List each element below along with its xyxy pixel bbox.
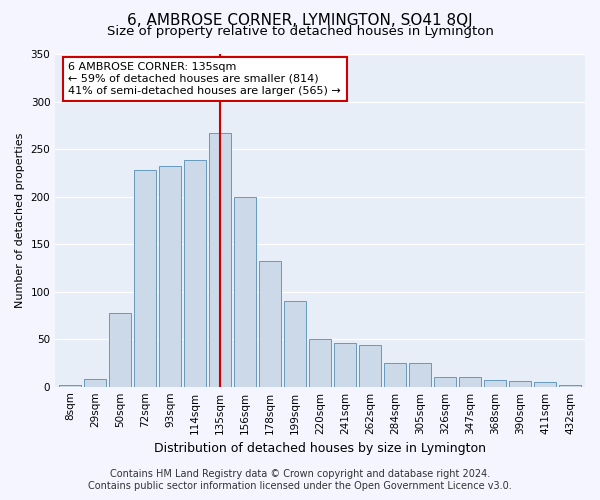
Text: 6, AMBROSE CORNER, LYMINGTON, SO41 8QJ: 6, AMBROSE CORNER, LYMINGTON, SO41 8QJ xyxy=(127,12,473,28)
Y-axis label: Number of detached properties: Number of detached properties xyxy=(15,132,25,308)
Bar xyxy=(184,160,206,386)
Text: Size of property relative to detached houses in Lymington: Size of property relative to detached ho… xyxy=(107,25,493,38)
Text: Contains HM Land Registry data © Crown copyright and database right 2024.
Contai: Contains HM Land Registry data © Crown c… xyxy=(88,470,512,491)
Bar xyxy=(234,196,256,386)
Bar xyxy=(509,381,531,386)
Bar xyxy=(259,261,281,386)
Bar xyxy=(159,166,181,386)
Bar xyxy=(534,382,556,386)
Bar xyxy=(134,170,157,386)
Bar xyxy=(559,385,581,386)
Bar xyxy=(109,314,131,386)
Bar xyxy=(209,133,232,386)
Bar xyxy=(84,379,106,386)
Bar xyxy=(459,377,481,386)
X-axis label: Distribution of detached houses by size in Lymington: Distribution of detached houses by size … xyxy=(154,442,486,455)
Bar xyxy=(59,385,82,386)
Bar xyxy=(359,345,382,387)
Bar xyxy=(284,301,307,386)
Bar xyxy=(409,363,431,386)
Bar xyxy=(434,377,456,386)
Bar xyxy=(384,363,406,386)
Bar xyxy=(309,339,331,386)
Text: 6 AMBROSE CORNER: 135sqm
← 59% of detached houses are smaller (814)
41% of semi-: 6 AMBROSE CORNER: 135sqm ← 59% of detach… xyxy=(68,62,341,96)
Bar xyxy=(484,380,506,386)
Bar xyxy=(334,343,356,386)
